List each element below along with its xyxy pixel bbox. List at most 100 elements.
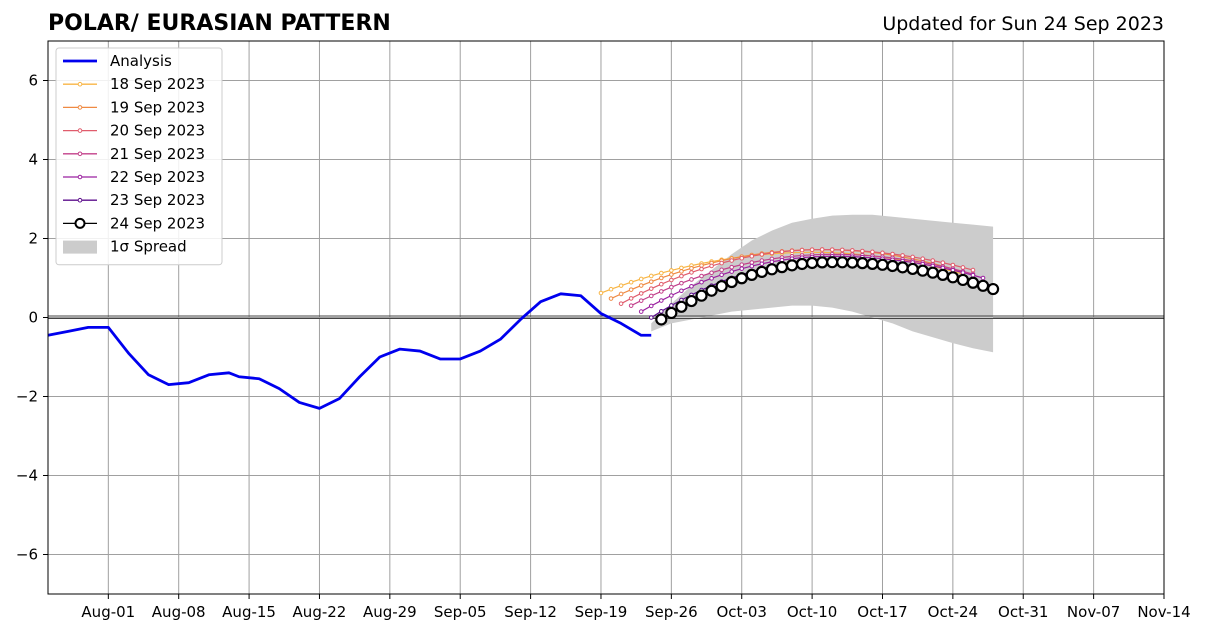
y-tick-label: 4	[28, 151, 38, 169]
forecast-point	[679, 288, 684, 294]
forecast-point	[980, 275, 986, 281]
forecast-point	[695, 289, 708, 302]
x-tick-label: Aug-01	[81, 603, 135, 621]
legend-entry: 18 Sep 2023	[63, 75, 205, 93]
forecast-point	[809, 247, 815, 252]
forecast-point	[689, 283, 694, 289]
spread-band	[651, 214, 994, 353]
legend-label: 23 Sep 2023	[110, 191, 205, 209]
legend-label: 21 Sep 2023	[110, 145, 205, 163]
forecast-point	[669, 293, 674, 298]
forecast-point	[709, 270, 714, 276]
legend-marker	[74, 217, 86, 229]
forecast-point	[658, 298, 664, 303]
forecast-point	[729, 258, 734, 263]
chart-title: POLAR/ EURASIAN PATTERN	[48, 11, 391, 36]
forecast-point	[749, 253, 755, 259]
forecast-point	[638, 283, 644, 288]
forecast-point	[860, 248, 865, 254]
forecast-point	[669, 277, 674, 283]
forecast-point	[836, 256, 849, 269]
forecast-point	[669, 284, 674, 290]
forecast-point	[926, 266, 939, 279]
forecast-point	[755, 265, 768, 279]
legend-label: 24 Sep 2023	[110, 214, 205, 232]
forecast-point	[699, 266, 704, 272]
forecast-point	[789, 248, 795, 254]
legend-marker	[77, 105, 83, 110]
forecast-point	[976, 279, 990, 292]
forecast-point	[856, 257, 869, 270]
y-tick-label: −4	[16, 467, 38, 485]
forecast-point	[886, 259, 899, 273]
forecast-point	[709, 263, 714, 269]
forecast-point	[920, 256, 926, 261]
forecast-point	[916, 264, 929, 277]
forecast-point	[735, 272, 748, 285]
forecast-point	[890, 251, 895, 257]
forecast-point	[618, 283, 624, 288]
x-tick-label: Oct-24	[928, 603, 978, 621]
forecast-point	[628, 303, 634, 308]
forecast-point	[739, 266, 745, 271]
forecast-point	[715, 280, 728, 293]
forecast-point	[689, 266, 694, 271]
legend-box	[55, 47, 223, 266]
y-tick-label: 0	[28, 309, 38, 327]
forecast-point	[946, 271, 959, 284]
forecast-point	[729, 264, 734, 270]
forecast-point	[880, 250, 885, 256]
y-tick-label: 2	[28, 230, 38, 248]
forecast-point	[685, 294, 698, 308]
forecast-point	[699, 279, 704, 285]
forecast-point	[950, 262, 956, 268]
legend-entry: 24 Sep 2023	[63, 214, 205, 232]
forecast-point	[936, 268, 949, 281]
forecast-point	[850, 248, 855, 253]
forecast-point	[679, 269, 684, 274]
forecast-point	[709, 276, 714, 281]
forecast-point	[956, 273, 970, 287]
forecast-point	[940, 260, 946, 266]
forecast-point	[658, 289, 664, 294]
forecast-point	[679, 280, 684, 286]
forecast-point	[960, 265, 966, 270]
legend-marker	[77, 128, 83, 133]
forecast-point	[648, 315, 654, 320]
forecast-point	[896, 261, 909, 274]
forecast-point	[638, 276, 644, 282]
forecast-point	[759, 252, 765, 257]
legend-label: 19 Sep 2023	[110, 98, 205, 116]
forecast-point	[725, 275, 738, 289]
forecast-point	[675, 300, 688, 313]
forecast-point	[819, 247, 825, 252]
spread-area	[651, 214, 994, 353]
forecast-point	[648, 303, 654, 309]
forecast-point	[638, 291, 644, 296]
forecast-point	[655, 313, 668, 326]
y-tick-label: −2	[16, 388, 38, 406]
forecast-point	[930, 258, 936, 263]
x-tick-label: Nov-14	[1137, 603, 1190, 621]
forecast-point	[775, 261, 789, 274]
forecast-point	[829, 247, 835, 252]
analysis-series	[47, 292, 652, 410]
legend-entry: 22 Sep 2023	[63, 168, 205, 186]
forecast-point	[745, 268, 758, 281]
forecast-point	[689, 277, 694, 282]
legend-label: 1σ Spread	[110, 238, 187, 256]
forecast-point	[870, 249, 875, 255]
forecast-point	[739, 262, 745, 267]
forecast-point	[769, 250, 775, 256]
forecast-point	[658, 270, 664, 276]
forecast-point	[749, 260, 755, 265]
forecast-point	[970, 267, 976, 273]
forecast-point	[765, 263, 778, 276]
forecast-point	[739, 255, 745, 261]
legend-entry: 23 Sep 2023	[63, 191, 205, 209]
forecast-point	[699, 273, 704, 279]
legend-label: 18 Sep 2023	[110, 75, 205, 93]
forecast-point	[648, 293, 654, 299]
forecast-point	[638, 298, 644, 303]
